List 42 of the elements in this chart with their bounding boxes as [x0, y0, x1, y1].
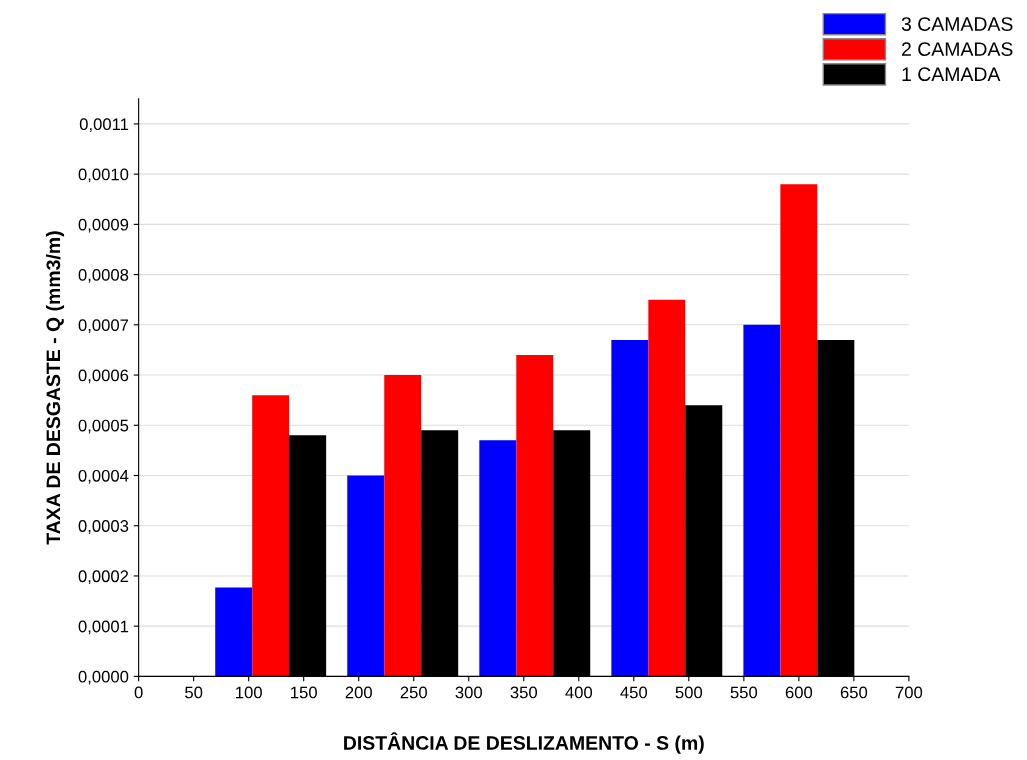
- x-tick-label: 300: [455, 686, 483, 699]
- x-tick-label: 350: [510, 686, 538, 699]
- bar: [780, 184, 818, 677]
- bar: [516, 354, 554, 677]
- bar: [611, 339, 649, 677]
- bar: [648, 299, 686, 677]
- legend-label: 2 CAMADAS: [901, 42, 1013, 56]
- y-tick-label: 0,0000: [78, 670, 129, 685]
- x-tick-label: 450: [620, 686, 648, 699]
- y-tick-label: 0,0009: [78, 218, 129, 233]
- x-tick-label: 0: [134, 686, 143, 699]
- y-tick-label: 0,0002: [78, 570, 129, 585]
- x-tick-label: 150: [291, 686, 317, 699]
- x-tick-label: 400: [565, 686, 593, 699]
- y-tick-label: 0,0008: [78, 268, 129, 283]
- bar: [743, 324, 781, 677]
- legend-label: 1 CAMADA: [902, 67, 1001, 82]
- x-axis-title: DISTÂNCIA DE DESLIZAMENTO - S (m): [344, 732, 704, 754]
- bar: [347, 475, 385, 677]
- x-tick-label: 500: [675, 686, 703, 699]
- x-tick-label: 200: [345, 686, 372, 699]
- x-tick-label: 650: [840, 686, 868, 699]
- x-tick-label: 250: [400, 686, 427, 699]
- y-tick-label: 0,0004: [78, 469, 129, 484]
- x-tick-label: 700: [895, 686, 923, 699]
- y-axis-title: TAXA DE DESGASTE - Q (mm3/m): [45, 231, 65, 545]
- bar: [479, 440, 517, 677]
- y-tick-label: 0,0006: [78, 369, 129, 384]
- x-tick-label: 100: [236, 686, 262, 699]
- y-tick-label: 0,0003: [78, 520, 129, 534]
- x-tick-label: 600: [785, 686, 813, 699]
- y-tick-label: 0,0001: [78, 620, 129, 635]
- y-tick-label: 0,0007: [78, 319, 129, 333]
- x-tick-label: 50: [185, 686, 203, 699]
- y-tick-label: 0,0011: [79, 118, 129, 133]
- y-tick-label: 0,0010: [78, 168, 129, 183]
- legend-label: 3 CAMADAS: [901, 17, 1013, 31]
- y-tick-label: 0,0005: [78, 419, 129, 434]
- bar: [252, 395, 290, 677]
- bar: [384, 375, 422, 677]
- bar: [215, 587, 253, 677]
- x-tick-label: 550: [730, 686, 758, 699]
